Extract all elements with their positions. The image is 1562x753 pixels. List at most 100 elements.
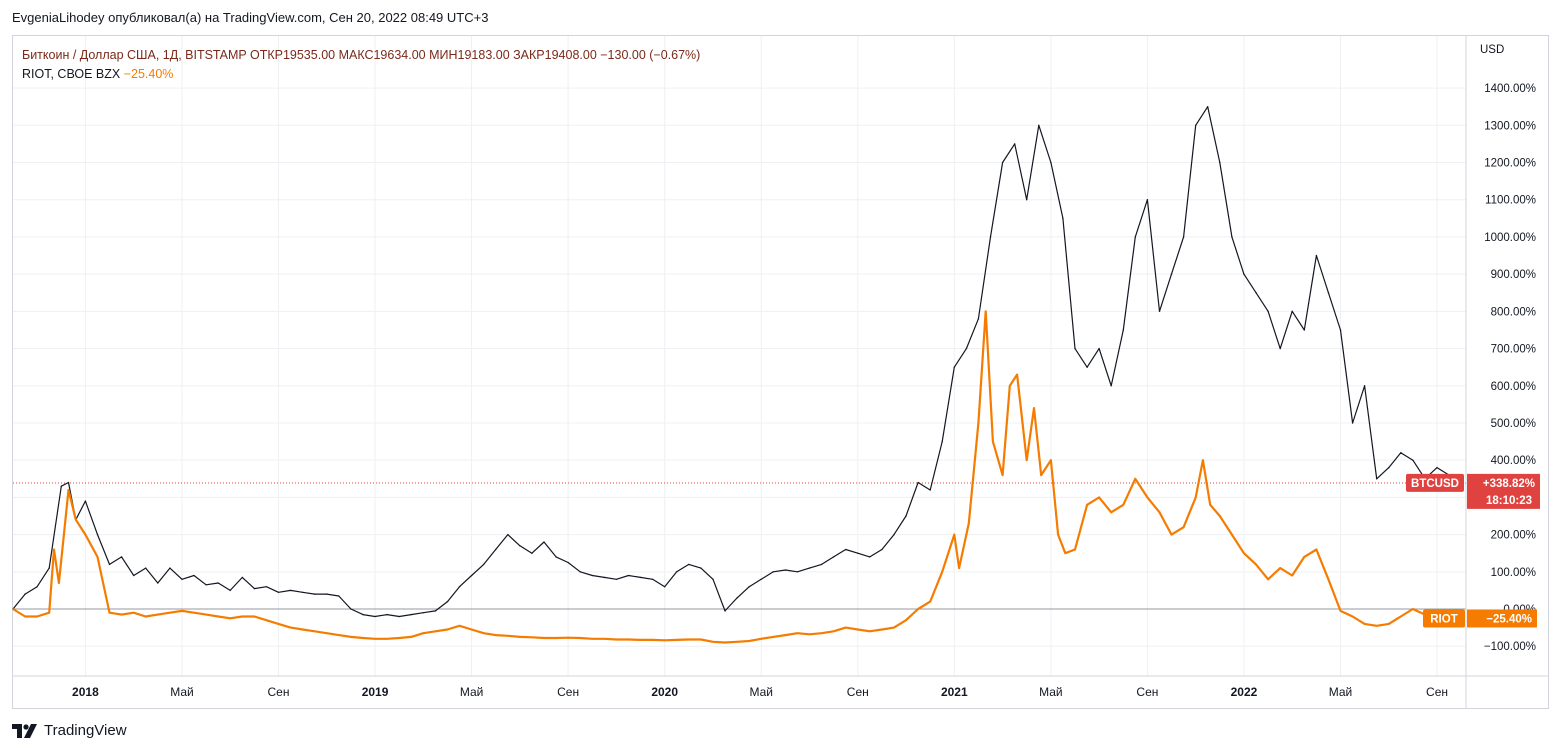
btcusd-point [796,571,799,573]
btcusd-point [229,589,231,592]
riot-point [12,608,14,610]
btcusd-point [1436,466,1438,469]
riot-point [591,638,594,640]
x-tick-label: Сен [847,685,869,699]
riot-point [36,615,38,618]
btcusd-point [277,591,280,594]
btcusd-point [374,615,376,618]
riot-point [675,639,678,641]
btcusd-point [700,567,702,569]
riot-point [519,636,521,638]
riot-point [820,632,823,634]
riot-point [917,608,919,610]
riot-point [470,628,473,631]
riot-point [205,613,207,616]
btcusd-point [724,610,726,612]
x-tick-label: 2022 [1231,685,1258,699]
y-tick-label: 1000.00% [1484,232,1536,244]
btcusd-point [953,366,956,369]
riot-point [579,637,581,639]
btcusd-point [772,571,775,573]
btcusd-point [193,574,195,577]
btcusd-point [48,567,50,569]
btcusd-point [1050,161,1052,164]
riot-point [1134,478,1137,480]
riot-point [1363,623,1366,625]
x-tick-label: Сен [1426,685,1448,699]
btcusd-point [1182,236,1185,238]
btcusd-point [1351,422,1354,424]
btcusd-point [1219,161,1221,164]
riot-point [1327,578,1330,581]
riot-point [844,626,847,629]
btcusd-point [941,440,943,443]
riot-point [1122,504,1125,506]
riot-point [1086,504,1088,506]
riot-point [482,632,485,634]
btcusd-point [434,610,437,612]
btcusd-point [313,593,316,595]
riot-point [555,637,557,639]
riot-point [53,548,55,551]
btcusd-point [205,584,207,586]
x-tick-label: Май [749,685,773,699]
btcusd-point [832,556,835,558]
chart-panel[interactable] [12,35,1549,709]
riot-point [1303,556,1306,558]
btcusd-point [688,563,690,566]
y-tick-label: 500.00% [1491,418,1536,430]
btcusd-point [362,613,364,616]
riot-point [1412,608,1414,610]
riot-point [253,615,256,618]
riot-point [289,626,292,629]
btcusd-point [96,533,99,536]
btcusd-point [639,576,642,579]
btcusd-point [1122,329,1125,331]
riot-point [639,639,642,641]
btcusd-point [929,489,931,491]
riot-point [688,638,690,641]
btcusd-point [132,574,135,577]
riot-legend-name: RIOT, СВОЕ BZX [22,67,121,81]
riot-point [350,636,352,638]
btcusd-point [989,236,992,238]
riot-point [1025,459,1028,462]
riot-point [422,632,425,634]
x-tick-label: Май [1039,685,1063,699]
riot-point [398,637,401,639]
btcusd-point [1038,124,1040,127]
riot-point [929,600,931,603]
riot-point [169,611,171,614]
btcusd-point [1279,347,1281,350]
btcusd-point [494,548,497,551]
riot-point [663,639,666,642]
x-tick-label: 2021 [941,685,968,699]
btcusd-point [265,585,268,588]
y-tick-label: 900.00% [1491,269,1536,281]
btcusd-point [1243,273,1245,275]
btcusd-point [675,571,678,573]
riot-value-label: −25.40% [1486,613,1532,625]
riot-point [277,623,280,625]
btcusd-point [350,608,352,610]
publisher-line: EvgeniaLihodey опубликовал(а) на Trading… [12,10,489,25]
riot-point [1182,526,1185,528]
btcusd-point [1400,451,1402,454]
btcusd-point [1074,347,1076,350]
riot-point [832,630,835,633]
riot-point [1098,496,1100,499]
btcusd-point [844,548,847,551]
btcusd-point [181,578,183,581]
y-tick-label: 800.00% [1491,306,1536,318]
riot-series [12,310,1462,644]
tradingview-footer[interactable]: TradingView [12,722,127,739]
riot-point [1009,385,1011,387]
tradingview-brand-text: TradingView [44,722,127,739]
riot-point [1315,548,1318,551]
btcusd-point [1375,478,1378,480]
riot-point [1400,615,1402,618]
btcusd-point [784,569,787,571]
btcusd-point [169,567,171,569]
riot-point [808,633,811,636]
